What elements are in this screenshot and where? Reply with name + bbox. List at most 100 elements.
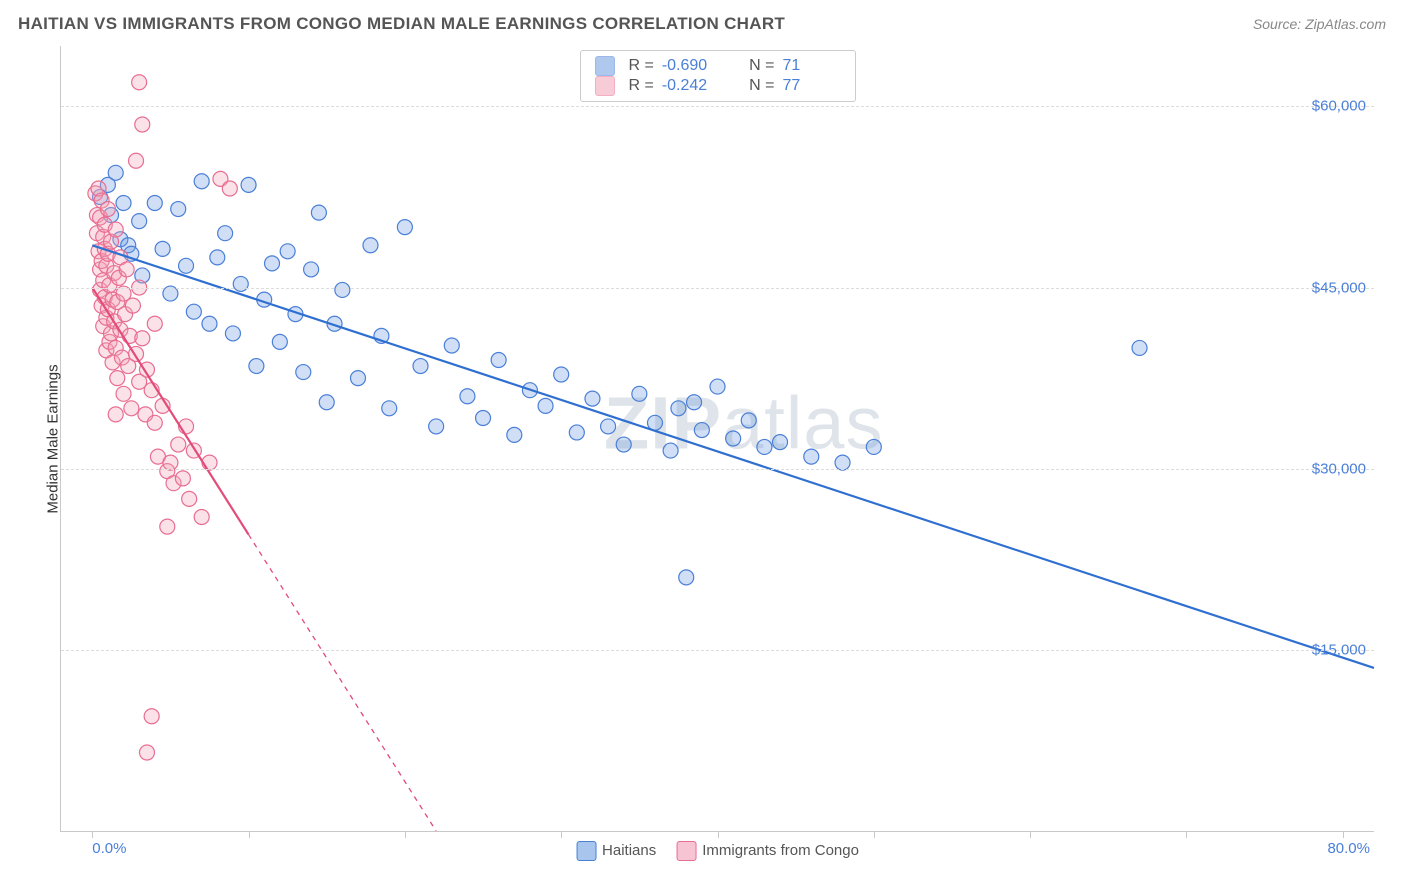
- scatter-point: [116, 196, 131, 211]
- scatter-point: [171, 437, 186, 452]
- scatter-point: [296, 365, 311, 380]
- scatter-point: [249, 359, 264, 374]
- header: HAITIAN VS IMMIGRANTS FROM CONGO MEDIAN …: [0, 0, 1406, 42]
- legend-swatch: [594, 56, 614, 76]
- series-legend: Haitians Immigrants from Congo: [576, 841, 859, 861]
- legend-swatch: [576, 841, 596, 861]
- n-value: 77: [783, 77, 841, 95]
- scatter-point: [147, 316, 162, 331]
- x-tick: [1030, 831, 1031, 838]
- scatter-point: [125, 298, 140, 313]
- scatter-point: [218, 226, 233, 241]
- legend-item: Haitians: [576, 841, 656, 861]
- plot-svg: [61, 46, 1374, 831]
- scatter-point: [476, 410, 491, 425]
- scatter-point: [773, 435, 788, 450]
- n-value: 71: [783, 57, 841, 75]
- scatter-point: [179, 258, 194, 273]
- x-tick: [874, 831, 875, 838]
- legend-swatch: [676, 841, 696, 861]
- scatter-point: [413, 359, 428, 374]
- scatter-point: [132, 75, 147, 90]
- scatter-point: [311, 205, 326, 220]
- x-tick: [718, 831, 719, 838]
- scatter-point: [147, 415, 162, 430]
- gridline: [61, 288, 1374, 289]
- scatter-point: [679, 570, 694, 585]
- y-axis-label: Median Male Earnings: [45, 364, 62, 513]
- scatter-point: [241, 177, 256, 192]
- y-tick-label: $60,000: [1312, 98, 1366, 115]
- scatter-point: [350, 371, 365, 386]
- legend-swatch: [594, 76, 614, 96]
- scatter-point: [444, 338, 459, 353]
- scatter-point: [135, 117, 150, 132]
- scatter-point: [694, 423, 709, 438]
- scatter-point: [222, 181, 237, 196]
- scatter-point: [429, 419, 444, 434]
- scatter-point: [741, 413, 756, 428]
- x-tick: [405, 831, 406, 838]
- x-tick: [561, 831, 562, 838]
- trend-line: [92, 245, 1374, 668]
- x-tick: [1343, 831, 1344, 838]
- scatter-point: [491, 353, 506, 368]
- gridline: [61, 106, 1374, 107]
- scatter-point: [397, 220, 412, 235]
- legend-row: R = -0.242 N = 77: [594, 76, 840, 96]
- scatter-point: [233, 276, 248, 291]
- y-tick-label: $30,000: [1312, 460, 1366, 477]
- legend-label: Haitians: [602, 842, 656, 859]
- x-tick: [249, 831, 250, 838]
- scatter-point: [585, 391, 600, 406]
- scatter-point: [663, 443, 678, 458]
- chart-container: Median Male Earnings ZIPatlas R = -0.690…: [18, 46, 1388, 880]
- scatter-point: [108, 222, 123, 237]
- scatter-point: [171, 202, 186, 217]
- scatter-point: [129, 153, 144, 168]
- scatter-point: [687, 395, 702, 410]
- y-tick-label: $15,000: [1312, 641, 1366, 658]
- scatter-point: [108, 407, 123, 422]
- legend-label: Immigrants from Congo: [702, 842, 859, 859]
- scatter-point: [335, 282, 350, 297]
- scatter-point: [804, 449, 819, 464]
- scatter-point: [225, 326, 240, 341]
- scatter-point: [175, 471, 190, 486]
- scatter-point: [139, 745, 154, 760]
- scatter-point: [194, 510, 209, 525]
- scatter-point: [319, 395, 334, 410]
- scatter-point: [866, 439, 881, 454]
- gridline: [61, 469, 1374, 470]
- chart-title: HAITIAN VS IMMIGRANTS FROM CONGO MEDIAN …: [18, 14, 785, 34]
- scatter-point: [632, 386, 647, 401]
- scatter-point: [119, 262, 134, 277]
- scatter-point: [280, 244, 295, 259]
- scatter-point: [144, 709, 159, 724]
- scatter-point: [124, 401, 139, 416]
- x-tick: [1186, 831, 1187, 838]
- correlation-legend: R = -0.690 N = 71R = -0.242 N = 77: [579, 50, 855, 102]
- scatter-point: [182, 491, 197, 506]
- scatter-point: [710, 379, 725, 394]
- scatter-point: [382, 401, 397, 416]
- scatter-point: [135, 331, 150, 346]
- scatter-point: [554, 367, 569, 382]
- scatter-point: [155, 241, 170, 256]
- scatter-point: [186, 304, 201, 319]
- scatter-point: [304, 262, 319, 277]
- scatter-point: [160, 519, 175, 534]
- scatter-point: [272, 334, 287, 349]
- scatter-point: [202, 316, 217, 331]
- scatter-point: [110, 371, 125, 386]
- scatter-point: [538, 398, 553, 413]
- scatter-point: [1132, 340, 1147, 355]
- scatter-point: [132, 214, 147, 229]
- scatter-point: [616, 437, 631, 452]
- scatter-point: [265, 256, 280, 271]
- scatter-point: [671, 401, 686, 416]
- gridline: [61, 650, 1374, 651]
- scatter-point: [108, 165, 123, 180]
- scatter-point: [116, 386, 131, 401]
- scatter-point: [194, 174, 209, 189]
